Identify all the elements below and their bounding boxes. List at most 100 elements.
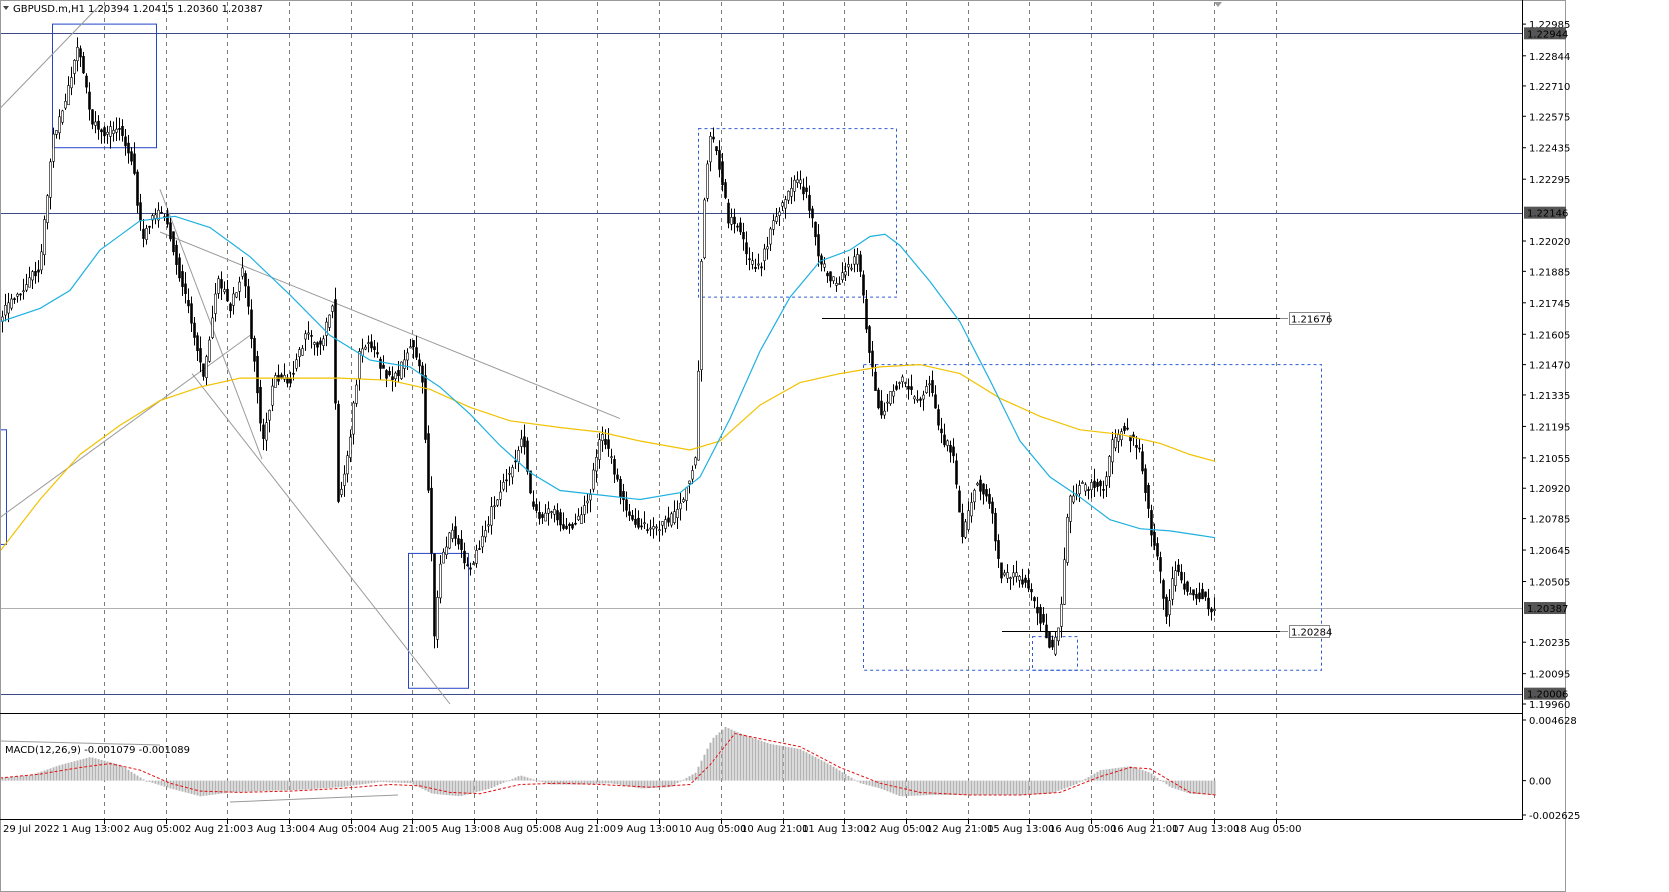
candle-body: [547, 508, 550, 514]
macd-bar: [640, 780, 643, 789]
candle: [301, 345, 304, 356]
macd-bar: [514, 777, 517, 781]
macd-bar: [586, 780, 589, 785]
candle-body: [490, 506, 493, 526]
macd-bar: [148, 780, 151, 782]
trend-line: [159, 189, 263, 460]
candle-body: [910, 386, 913, 390]
macd-bar: [628, 780, 631, 787]
candle-body: [439, 563, 442, 599]
macd-bar: [265, 780, 268, 791]
candle-body: [367, 342, 370, 344]
candle: [835, 277, 838, 292]
candle: [1198, 582, 1201, 603]
candle: [46, 194, 49, 230]
candle-body: [244, 273, 247, 287]
macd-bar: [727, 728, 730, 781]
macd-bar: [499, 780, 502, 785]
candle: [940, 417, 943, 444]
candle: [238, 276, 241, 301]
macd-bar: [403, 780, 406, 783]
candle: [1078, 480, 1081, 502]
candle: [418, 353, 421, 374]
macd-bar: [607, 780, 610, 784]
candle: [775, 207, 778, 225]
trend-line: [0, 334, 251, 518]
price-marker: [1524, 206, 1566, 219]
macd-bar: [946, 780, 949, 796]
macd-bar: [13, 776, 16, 781]
time-label: 29 Jul 2022: [3, 824, 60, 835]
candle: [508, 466, 511, 486]
shift-marker-icon[interactable]: [1214, 2, 1222, 7]
macd-bar: [25, 775, 28, 781]
candle: [1012, 564, 1015, 586]
candle: [1174, 561, 1177, 592]
candle-body: [1129, 435, 1132, 442]
candle: [64, 93, 67, 110]
candle-body: [583, 505, 586, 515]
candle-body: [1072, 495, 1075, 503]
candle: [748, 247, 751, 271]
dropdown-icon[interactable]: [3, 6, 9, 10]
macd-bar: [1081, 780, 1084, 782]
candle: [151, 213, 154, 229]
candle-body: [760, 266, 763, 269]
macd-bar: [1024, 780, 1027, 795]
macd-bar: [361, 780, 364, 785]
candle-body: [241, 267, 244, 277]
macd-bar: [1192, 780, 1195, 794]
candle-body: [274, 375, 277, 388]
candle-body: [502, 481, 505, 490]
candle: [850, 263, 853, 272]
candle-body: [1204, 591, 1207, 598]
candle: [1156, 537, 1159, 561]
candle: [232, 287, 235, 315]
candle-body: [673, 511, 676, 523]
macd-bar: [1204, 780, 1207, 795]
macd-bar: [460, 780, 463, 797]
candle-body: [1024, 577, 1027, 583]
candle-body: [922, 394, 925, 400]
time-label: 11 Aug 13:00: [802, 824, 869, 835]
candle: [736, 223, 739, 232]
candle: [1066, 513, 1069, 566]
candle-body: [1027, 580, 1030, 589]
candle-body: [196, 335, 199, 352]
candle: [28, 266, 31, 288]
candle: [535, 498, 538, 514]
macd-bar: [1102, 769, 1105, 781]
macd-bar: [286, 780, 289, 791]
macd-bar: [793, 748, 796, 781]
macd-bar: [937, 780, 940, 796]
candle: [43, 215, 46, 266]
candle: [208, 336, 211, 363]
macd-bar: [73, 761, 76, 781]
candle: [652, 517, 655, 539]
candle-body: [727, 202, 730, 224]
price-markers: 1.22944 1.22146 1.20387 1.20006: [1524, 27, 1568, 701]
macd-bar: [1138, 769, 1141, 781]
candle-body: [427, 433, 430, 491]
candle: [853, 248, 856, 273]
candle: [319, 337, 322, 355]
candle: [1195, 588, 1198, 606]
candle-body: [1162, 580, 1165, 599]
macd-bar: [1027, 780, 1030, 795]
price-tick-label: 1.20645: [1529, 546, 1570, 557]
candle-body: [430, 487, 433, 554]
candle: [364, 344, 367, 351]
candle: [490, 496, 493, 535]
macd-bar: [1045, 780, 1048, 794]
macd-bar: [1036, 780, 1039, 795]
macd-bar: [850, 777, 853, 781]
candle-body: [589, 494, 592, 501]
ma-slow-line: [0, 363, 1216, 552]
candle-body: [877, 389, 880, 409]
candle: [691, 465, 694, 485]
candle-body: [1147, 484, 1150, 509]
candle-body: [136, 171, 139, 206]
candle-body: [1138, 447, 1141, 450]
candle: [688, 480, 691, 494]
